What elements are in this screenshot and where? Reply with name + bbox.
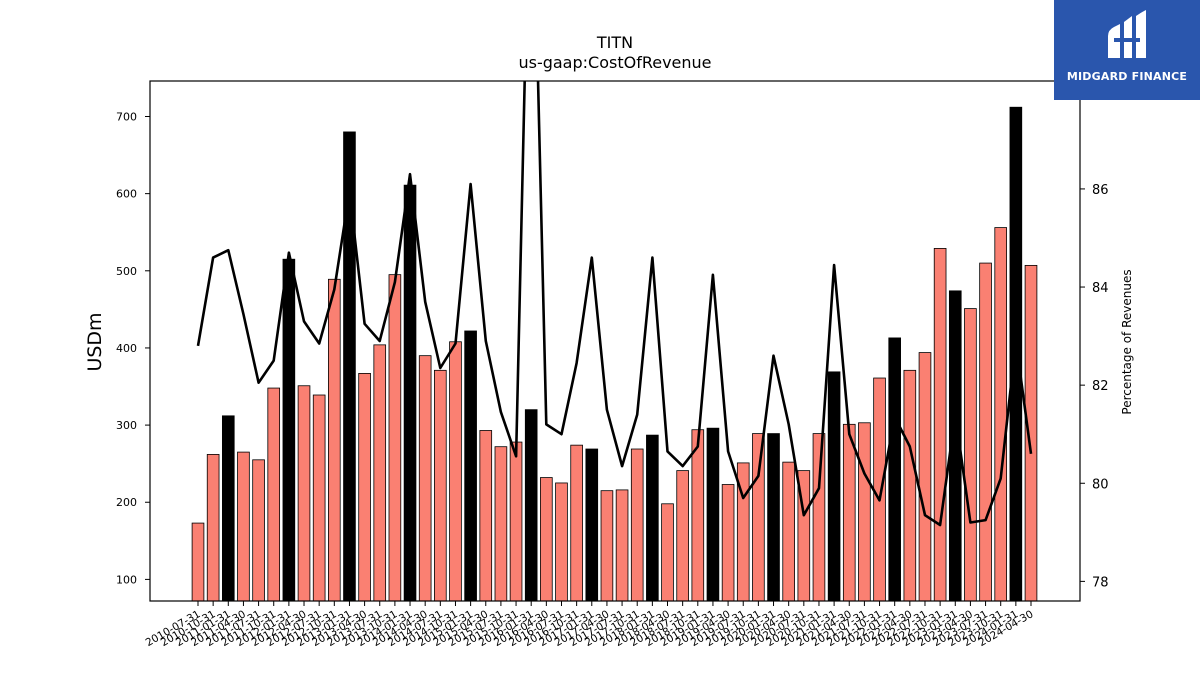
y2-tick-label: 86 <box>1092 183 1109 198</box>
bar-2020-10-31 <box>812 433 826 602</box>
bar-2010-07-31 <box>191 522 205 602</box>
y2-tick-label: 80 <box>1092 477 1109 492</box>
bar-2018-04-30 <box>661 503 674 602</box>
bar-2019-01-31 <box>706 427 720 602</box>
bar-2014-01-31 <box>403 184 417 602</box>
plot-frame <box>149 80 1081 602</box>
brand-name: MIDGARD FINANCE <box>1066 70 1188 83</box>
bar-2011-07-31 <box>252 459 265 602</box>
brand-logo: MIDGARD FINANCE <box>1054 0 1200 100</box>
bar-2011-10-31 <box>267 387 281 602</box>
y-tick-label: 600 <box>116 188 137 201</box>
bar-2017-07-31 <box>615 489 629 602</box>
bar-2014-07-31 <box>434 369 447 602</box>
y2-tick-label: 82 <box>1092 379 1109 394</box>
bar-2013-10-31 <box>388 274 402 602</box>
bar-2010-10-31 <box>206 454 220 602</box>
bar-2015-07-31 <box>494 446 508 602</box>
bar-2014-10-31 <box>449 341 462 602</box>
bar-2021-01-31 <box>827 371 841 602</box>
y-tick-label: 200 <box>116 496 137 509</box>
bar-2017-04-30 <box>600 490 614 602</box>
bar-2022-07-31 <box>918 352 932 602</box>
bar-2016-07-31 <box>555 482 568 602</box>
bar-2022-01-31 <box>888 337 901 602</box>
bar-2021-04-30 <box>842 423 856 602</box>
bar-2013-04-30 <box>358 373 371 602</box>
y-tick-label: 300 <box>116 419 137 432</box>
bar-2012-04-30 <box>297 385 311 602</box>
bar-2022-10-31 <box>933 248 947 602</box>
y2-tick-label: 84 <box>1092 281 1109 296</box>
bar-2019-10-31 <box>752 433 765 602</box>
bar-2012-01-31 <box>282 258 296 602</box>
bar-2018-07-31 <box>676 470 689 602</box>
bar-2015-10-31 <box>509 441 523 602</box>
midgard-logo-icon <box>1108 10 1146 58</box>
bar-2015-01-31 <box>464 330 477 602</box>
percentage-line <box>196 81 1033 527</box>
bar-2018-10-31 <box>691 429 705 602</box>
line-layer <box>196 81 1033 527</box>
bar-2017-01-31 <box>585 448 599 602</box>
bar-2024-04-30 <box>1024 264 1038 602</box>
y2-axis-label: Percentage of Revenues <box>1120 269 1134 414</box>
bar-2012-10-31 <box>328 278 341 602</box>
bar-2020-01-31 <box>767 433 780 602</box>
bar-2017-10-31 <box>630 448 644 602</box>
bars-layer <box>191 106 1038 602</box>
y-tick-label: 500 <box>116 265 137 278</box>
bar-2021-10-31 <box>873 377 886 602</box>
bar-2018-01-31 <box>646 434 659 602</box>
bar-2016-01-31 <box>524 409 538 602</box>
bar-2012-07-31 <box>312 394 326 602</box>
bar-2020-04-30 <box>782 461 795 602</box>
bar-2016-04-30 <box>540 477 553 602</box>
y-tick-label: 100 <box>116 573 137 586</box>
bar-2022-04-30 <box>903 369 917 602</box>
bar-2013-07-31 <box>373 344 387 602</box>
bar-2015-04-30 <box>479 430 493 602</box>
bar-2014-04-30 <box>418 355 432 602</box>
axes-layer: 10020030040050060070078808284862010-07-3… <box>116 80 1109 649</box>
bar-2021-07-31 <box>858 422 871 602</box>
y2-tick-label: 78 <box>1092 575 1109 590</box>
bar-2011-01-31 <box>221 415 235 602</box>
bar-2019-04-30 <box>721 484 735 602</box>
bar-2023-07-31 <box>979 262 992 602</box>
bar-2016-10-31 <box>570 444 583 602</box>
chart-subtitle: us-gaap:CostOfRevenue <box>518 53 711 72</box>
y-tick-label: 700 <box>116 110 137 123</box>
bar-2024-01-31 <box>1009 106 1023 602</box>
bar-2011-04-30 <box>237 451 250 602</box>
y-axis-label: USDm <box>84 312 106 371</box>
bar-2023-10-31 <box>994 227 1008 602</box>
bar-2023-04-30 <box>964 308 977 602</box>
y-tick-label: 400 <box>116 342 137 355</box>
chart-title: TITN <box>596 33 633 52</box>
